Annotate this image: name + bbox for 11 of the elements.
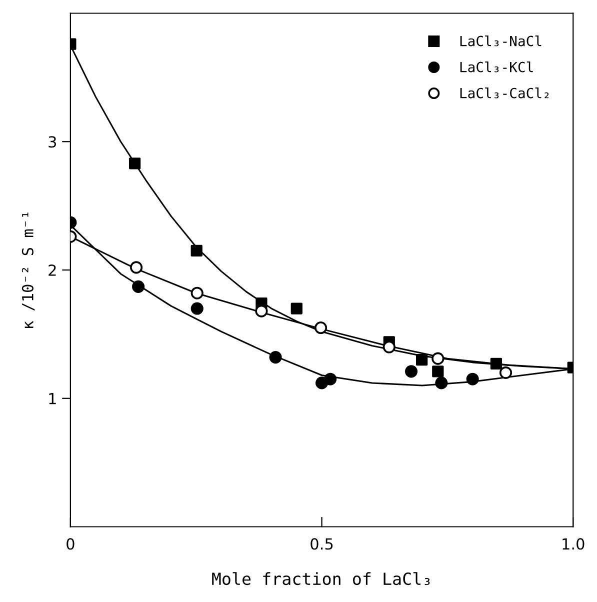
x-tick-label: 0: [66, 538, 74, 550]
x-axis-title: Mole fraction of LaCl₃: [212, 572, 430, 586]
y-tick-label: 1: [49, 393, 56, 404]
y-axis-title: κ /10⁻² S m⁻¹: [22, 212, 35, 328]
legend-label: LaCl₃-NaCl: [460, 35, 542, 46]
x-tick-label: 1.0: [562, 538, 584, 550]
y-tick-label: 3: [48, 136, 56, 148]
legend-label: LaCl₃-KCl: [460, 61, 533, 72]
y-tick-label: 2: [48, 264, 56, 276]
legend-label: LaCl₃-CaCl₂: [460, 87, 549, 98]
x-tick-label: 0.5: [310, 538, 333, 550]
